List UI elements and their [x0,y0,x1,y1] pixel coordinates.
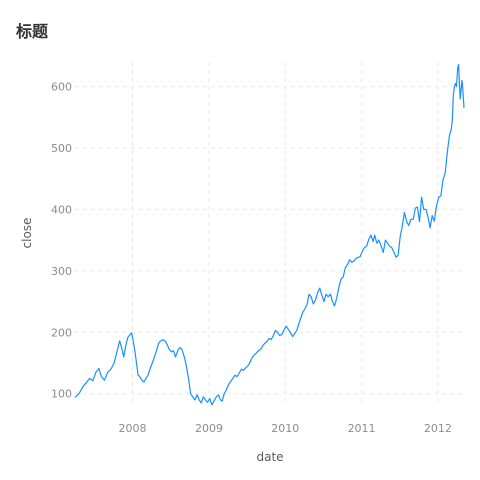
y-tick-label: 500 [51,142,72,155]
series-line-close [74,63,465,406]
gridlines [75,62,464,406]
y-tick-label: 300 [51,265,72,278]
y-tick-label: 100 [51,388,72,401]
x-tick-label: 2009 [195,422,223,435]
x-axis: 2008 2009 2010 2011 2012 [118,422,451,435]
y-axis: 100 200 300 400 500 600 [51,81,72,401]
x-tick-label: 2012 [424,422,452,435]
x-tick-label: 2008 [118,422,146,435]
y-tick-label: 200 [51,326,72,339]
y-tick-label: 400 [51,203,72,216]
x-axis-title: date [256,450,283,464]
x-tick-label: 2011 [348,422,376,435]
chart-title: 标题 [16,22,49,41]
x-tick-label: 2010 [271,422,299,435]
y-tick-label: 600 [51,81,72,94]
y-axis-title: close [20,218,34,249]
series-layer [74,63,465,406]
